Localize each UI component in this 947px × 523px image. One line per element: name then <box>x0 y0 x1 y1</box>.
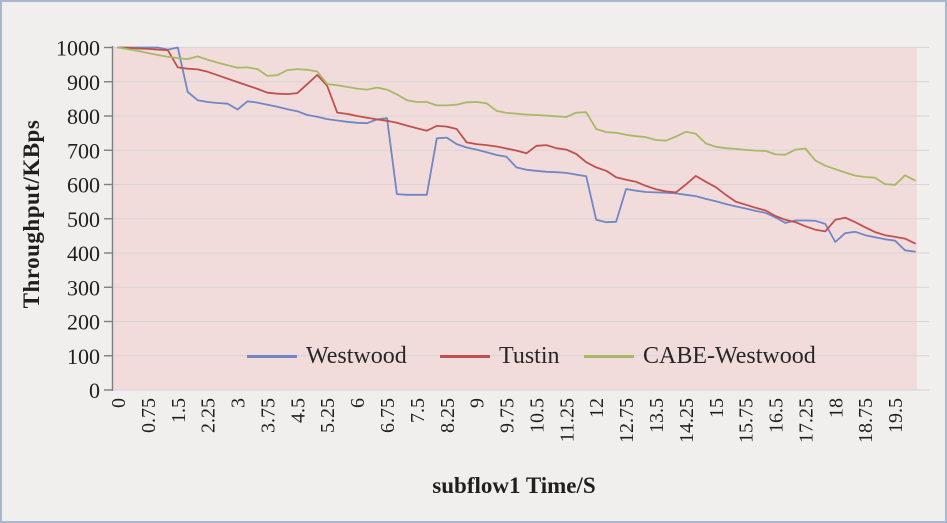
x-tick-label: 5.25 <box>317 398 339 433</box>
y-tick-label: 300 <box>67 275 100 300</box>
legend-label-westwood: Westwood <box>306 342 407 369</box>
legend-label-tustin: Tustin <box>499 342 560 369</box>
series-line-cabe-westwood <box>117 46 916 186</box>
westwood-line-swatch <box>247 354 297 358</box>
y-tick-label: 600 <box>67 173 100 198</box>
legend-item-westwood: Westwood <box>247 343 407 369</box>
x-tick-label: 11.25 <box>556 398 578 442</box>
y-tick-label: 100 <box>67 344 100 369</box>
x-tick-label: 15 <box>706 398 728 418</box>
y-tick-label: 900 <box>67 70 100 95</box>
y-tick-label: 0 <box>89 378 100 403</box>
y-tick-label: 700 <box>67 138 100 163</box>
x-tick-label: 18 <box>825 398 847 418</box>
legend-item-cabe-westwood: CABE-Westwood <box>584 343 816 369</box>
x-tick-label: 1.5 <box>168 398 190 423</box>
x-tick-label: 17.25 <box>795 398 817 443</box>
x-tick-label: 9 <box>467 398 489 408</box>
y-axis-title: Throughput/KBps <box>19 119 44 309</box>
x-tick-label: 0.75 <box>138 398 160 433</box>
x-tick-label: 6.75 <box>377 398 399 433</box>
x-tick-label: 3 <box>228 398 250 408</box>
x-tick-label: 0 <box>108 398 130 408</box>
series-line-tustin <box>117 46 916 245</box>
x-tick-label: 12 <box>586 398 608 418</box>
x-tick-label: 19.5 <box>885 398 907 433</box>
x-tick-label: 15.75 <box>736 398 758 443</box>
x-tick-label: 9.75 <box>497 398 519 433</box>
x-tick-label: 2.25 <box>198 398 220 433</box>
legend-label-cabe-westwood: CABE-Westwood <box>643 342 816 369</box>
y-tick-label: 800 <box>67 104 100 129</box>
x-tick-label: 18.75 <box>855 398 877 443</box>
x-tick-label: 6 <box>347 398 369 408</box>
x-tick-label: 14.25 <box>676 398 698 443</box>
x-tick-label: 13.5 <box>646 398 668 433</box>
x-tick-label: 16.5 <box>766 398 788 433</box>
y-tick-label: 1000 <box>56 36 100 61</box>
tustin-line-swatch <box>440 354 490 358</box>
x-tick-label: 8.25 <box>437 398 459 433</box>
x-tick-label: 12.75 <box>616 398 638 443</box>
series-line-westwood <box>117 46 916 253</box>
x-tick-label: 10.5 <box>526 398 548 433</box>
legend-item-tustin: Tustin <box>440 343 560 369</box>
y-tick-label: 500 <box>67 207 100 232</box>
x-tick-label: 7.5 <box>407 398 429 423</box>
y-tick-label: 200 <box>67 310 100 335</box>
x-axis-title: subflow1 Time/S <box>432 473 596 498</box>
cabe-westwood-line-swatch <box>584 354 634 358</box>
x-tick-label: 3.75 <box>257 398 279 433</box>
y-tick-label: 400 <box>67 241 100 266</box>
x-tick-label: 4.5 <box>287 398 309 423</box>
